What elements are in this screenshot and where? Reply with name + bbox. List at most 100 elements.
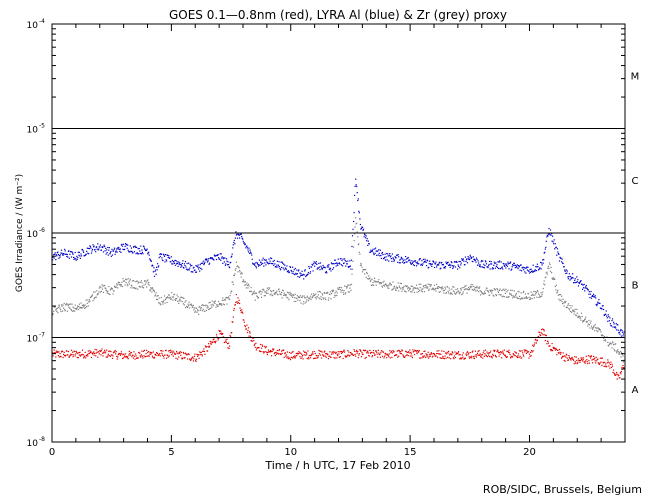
flare-class-label: A [632,385,639,396]
data-point [385,283,387,285]
data-point [116,358,118,360]
data-point [220,303,222,305]
data-point [356,352,358,354]
data-point [443,266,445,268]
data-point [94,291,96,293]
data-point [209,340,211,342]
data-point [270,257,272,259]
data-point [320,267,323,269]
data-point [422,356,424,358]
data-point [303,278,305,280]
data-point [93,291,95,293]
data-point [180,300,182,302]
data-point [560,299,562,301]
data-point [321,268,323,270]
data-point [87,350,89,352]
data-point [484,353,486,355]
data-point [598,328,600,330]
data-point [333,267,335,269]
data-point [623,367,625,369]
data-point [464,256,466,258]
data-point [530,268,532,270]
data-point [559,300,561,302]
data-point [93,351,95,353]
data-point [267,349,270,351]
flare-class-label: B [632,281,639,292]
data-point [496,349,499,351]
data-point [143,284,145,286]
data-point [439,353,441,355]
data-point [89,352,91,354]
data-point [86,247,88,249]
data-point [279,353,281,355]
data-point [429,355,431,357]
data-point [620,356,622,358]
data-point [469,352,471,354]
data-point [101,246,104,249]
data-point [480,355,482,357]
data-point [348,284,350,286]
data-point [443,289,445,291]
data-point [80,255,83,257]
data-point [135,253,137,255]
data-point [199,354,201,356]
data-point [533,271,535,273]
data-point [589,297,591,299]
data-point [477,260,479,262]
data-point [77,305,79,307]
data-point [483,263,485,265]
data-point [611,365,614,367]
data-point [424,356,427,358]
data-point [620,328,622,331]
data-point [533,344,535,346]
data-point [295,273,297,275]
data-point [309,272,311,274]
data-point [370,351,372,353]
data-point [547,340,549,342]
data-point [264,259,266,261]
data-point [579,316,582,318]
data-point [532,293,534,295]
data-point [576,359,578,361]
data-point [88,353,90,355]
data-point [394,256,396,258]
data-point [399,262,401,264]
data-point [359,349,361,352]
data-point [443,358,445,360]
flare-class-lines [52,128,625,338]
data-point [458,265,460,267]
data-point [115,351,117,353]
data-point [620,373,622,375]
data-point [351,235,354,237]
data-point [146,349,148,351]
data-point [548,227,550,230]
data-point [95,251,97,253]
data-point [164,302,166,304]
data-point [381,350,383,352]
data-point [488,352,490,354]
data-point [486,356,489,358]
data-point [288,299,290,301]
data-point [565,356,567,358]
data-point [119,354,121,356]
data-point [318,349,320,351]
data-point [563,355,565,357]
data-point [323,351,325,353]
data-point [374,248,376,250]
data-point [150,353,152,355]
data-point [547,235,549,237]
data-point [552,346,554,348]
data-point [116,283,118,285]
data-point [148,351,150,353]
data-point [65,303,67,306]
data-point [299,275,302,277]
data-point [462,356,464,358]
data-point [62,254,64,256]
data-point [590,356,592,358]
data-point [377,250,379,252]
data-point [507,261,509,263]
data-point [535,293,537,295]
data-point [179,351,181,353]
data-point [305,354,307,356]
data-point [615,327,617,329]
